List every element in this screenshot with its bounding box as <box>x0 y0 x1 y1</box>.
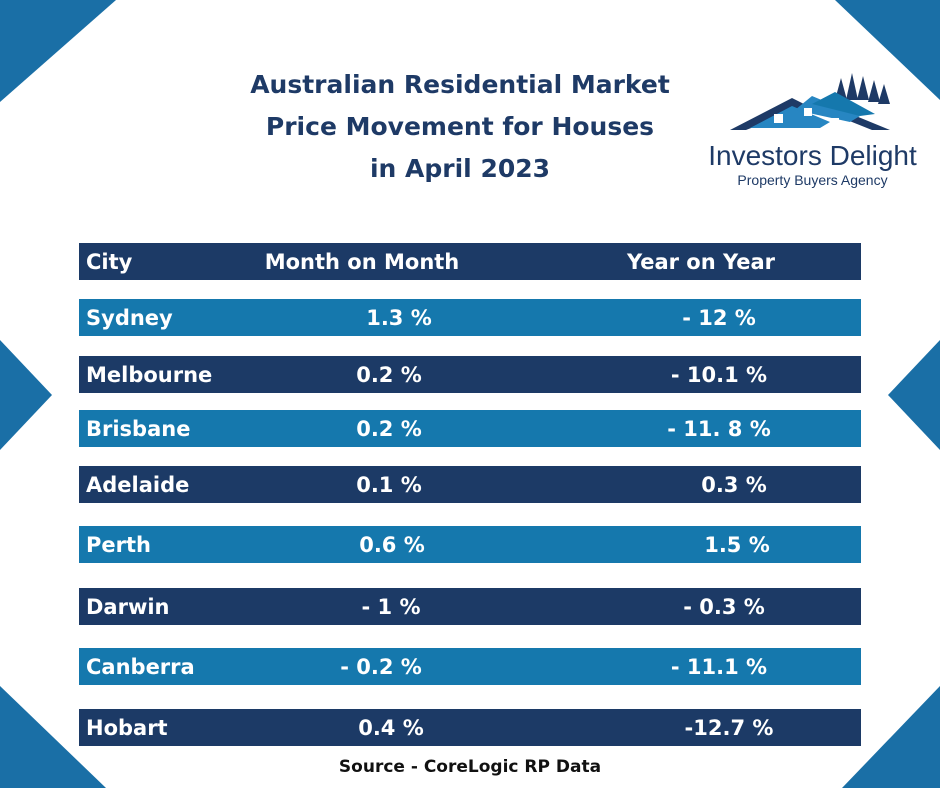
row-year-on-year: - 10.1 % <box>670 362 768 387</box>
table-row: Adelaide 0.1 % 0.3 % <box>79 466 861 503</box>
row-city: Hobart <box>86 715 168 740</box>
row-city: Sydney <box>86 305 173 330</box>
table-row: Brisbane 0.2 % - 11. 8 % <box>79 410 861 447</box>
houses-icon <box>730 73 890 130</box>
logo-tagline: Property Buyers Agency <box>737 172 888 188</box>
row-year-on-year: 1.5 % <box>704 532 770 557</box>
side-triangle-left <box>0 340 52 450</box>
corner-triangle-top-left <box>0 0 116 102</box>
row-city: Brisbane <box>86 416 191 441</box>
table-row: Melbourne 0.2 % - 10.1 % <box>79 356 861 393</box>
row-city: Perth <box>86 532 151 557</box>
side-triangle-right <box>888 340 940 450</box>
title-line-1: Australian Residential Market <box>250 70 670 99</box>
table-row: Perth 0.6 % 1.5 % <box>79 526 861 563</box>
table-row: Sydney 1.3 % - 12 % <box>79 299 861 336</box>
row-month-on-month: 0.2 % <box>356 416 422 441</box>
row-month-on-month: 0.2 % <box>356 362 422 387</box>
header-year-on-year: Year on Year <box>626 249 776 274</box>
table-row: Darwin - 1 % - 0.3 % <box>79 588 861 625</box>
row-year-on-year: -12.7 % <box>684 715 774 740</box>
table-row: Hobart 0.4 % -12.7 % <box>79 709 861 746</box>
row-year-on-year: - 11. 8 % <box>667 416 771 441</box>
page-title: Australian Residential Market Price Move… <box>200 64 720 190</box>
source-note: Source - CoreLogic RP Data <box>338 757 602 777</box>
row-city: Canberra <box>86 654 195 679</box>
row-month-on-month: 0.6 % <box>359 532 425 557</box>
row-city: Adelaide <box>86 472 190 497</box>
table-header: City Month on Month Year on Year <box>79 243 861 280</box>
row-year-on-year: 0.3 % <box>701 472 767 497</box>
logo-name: Investors Delight <box>708 140 917 171</box>
table-row: Canberra - 0.2 % - 11.1 % <box>79 648 861 685</box>
row-year-on-year: - 11.1 % <box>670 654 768 679</box>
row-year-on-year: - 0.3 % <box>683 594 765 619</box>
row-month-on-month: 0.1 % <box>356 472 422 497</box>
header-city: City <box>86 249 133 274</box>
row-month-on-month: - 0.2 % <box>340 654 422 679</box>
row-month-on-month: - 1 % <box>361 594 421 619</box>
header-month-on-month: Month on Month <box>264 249 460 274</box>
row-month-on-month: 0.4 % <box>358 715 424 740</box>
title-line-3: in April 2023 <box>369 154 551 183</box>
row-year-on-year: - 12 % <box>682 305 756 330</box>
row-month-on-month: 1.3 % <box>366 305 432 330</box>
row-city: Darwin <box>86 594 170 619</box>
row-city: Melbourne <box>86 362 213 387</box>
title-line-2: Price Movement for Houses <box>265 112 655 141</box>
brand-logo: Investors Delight Property Buyers Agency <box>700 70 925 190</box>
